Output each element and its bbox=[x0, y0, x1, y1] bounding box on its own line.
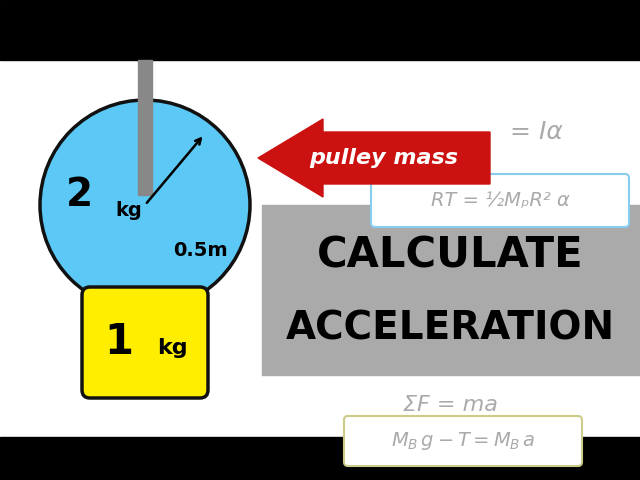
FancyBboxPatch shape bbox=[344, 416, 582, 466]
Bar bbox=[0, 60, 640, 437]
Text: 0.5m: 0.5m bbox=[173, 240, 228, 260]
Text: kg: kg bbox=[157, 337, 188, 358]
Text: ΣF = ma: ΣF = ma bbox=[403, 395, 497, 415]
Circle shape bbox=[40, 100, 250, 310]
FancyBboxPatch shape bbox=[371, 174, 629, 227]
Text: ACCELERATION: ACCELERATION bbox=[285, 309, 614, 347]
FancyBboxPatch shape bbox=[82, 287, 208, 398]
Text: pulley mass: pulley mass bbox=[310, 148, 458, 168]
Bar bbox=[262, 205, 640, 375]
Text: CALCULATE: CALCULATE bbox=[317, 234, 583, 276]
Text: = Iα: = Iα bbox=[510, 120, 563, 144]
Text: $M_B\,g - T = M_B\,a$: $M_B\,g - T = M_B\,a$ bbox=[390, 430, 535, 452]
Text: RT = ½MₚR² α: RT = ½MₚR² α bbox=[431, 191, 570, 210]
Text: kg: kg bbox=[115, 201, 141, 219]
FancyArrow shape bbox=[258, 119, 490, 197]
Text: 2: 2 bbox=[66, 176, 93, 214]
Text: 1: 1 bbox=[104, 322, 133, 363]
Bar bbox=[138, 60, 152, 194]
Bar bbox=[0, 0, 640, 60]
Bar bbox=[0, 437, 640, 480]
